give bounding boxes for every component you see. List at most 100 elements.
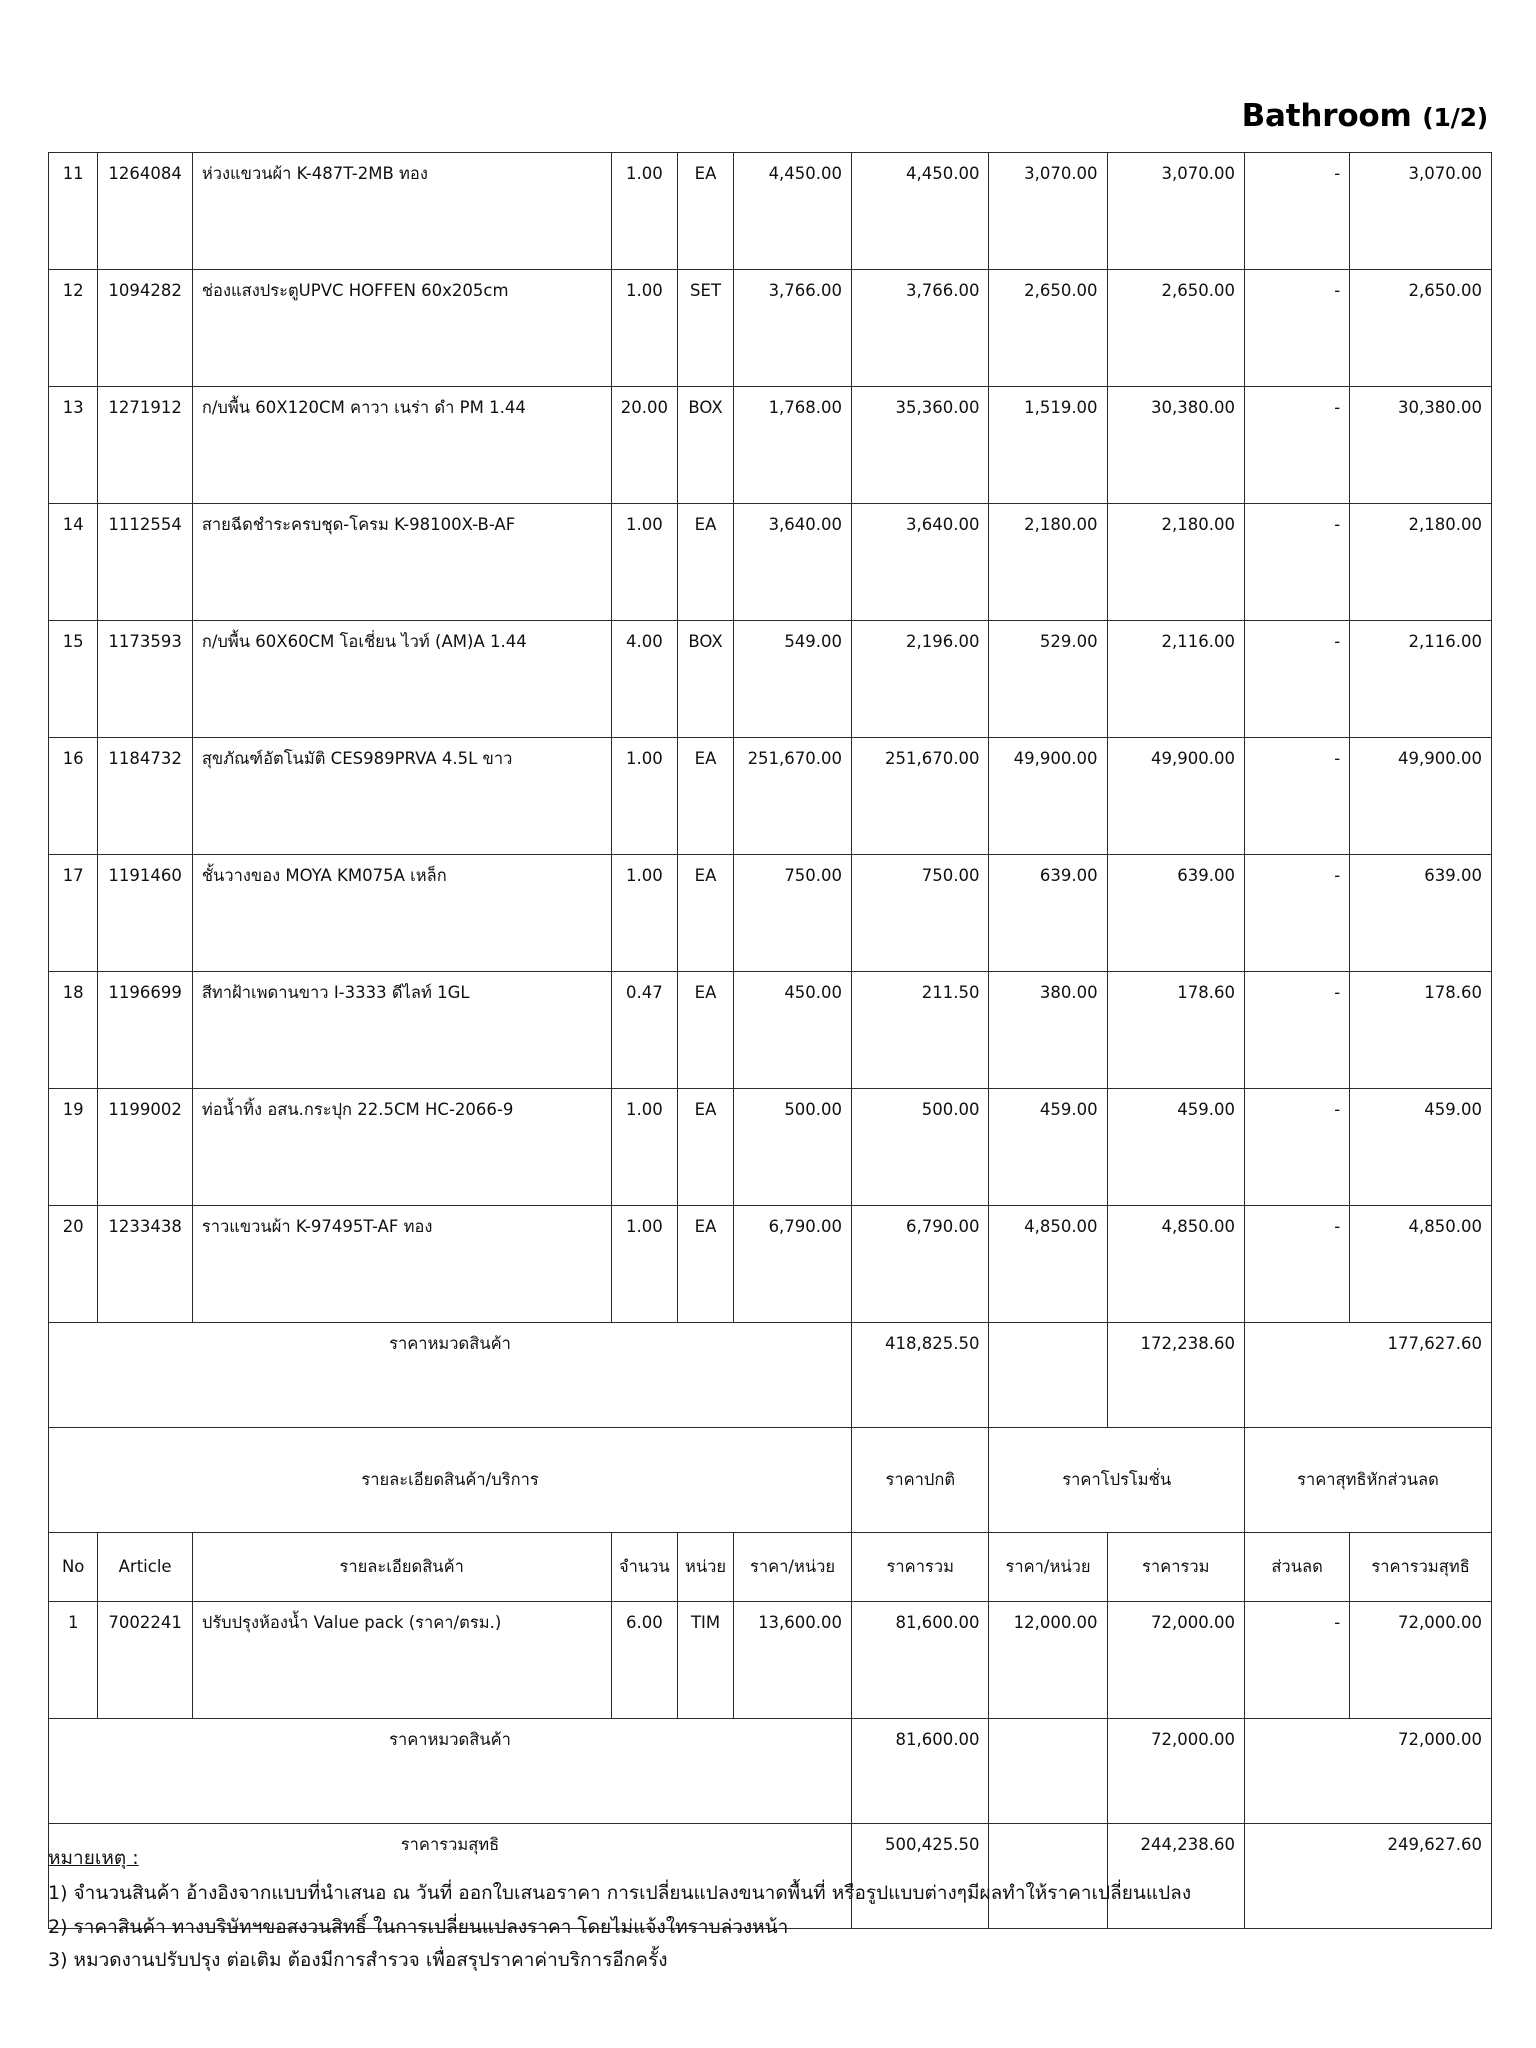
cell-discount: - xyxy=(1243,269,1351,387)
table-row: 1 7002241 ปรับปรุงห้องน้ำ Value pack (รา… xyxy=(47,1601,1492,1719)
goods-subtotal-promo-amount: 172,238.60 xyxy=(1106,1322,1245,1428)
cell-no: 12 xyxy=(47,269,99,387)
section-header-row: รายละเอียดสินค้า/บริการ ราคาปกติ ราคาโปร… xyxy=(47,1427,1493,1533)
cell-unit-price: 1,768.00 xyxy=(732,386,853,504)
cell-unit-price: 549.00 xyxy=(732,620,853,738)
cell-unit: EA xyxy=(677,1088,734,1206)
table-row: 18 1196699 สีทาฝ้าเพดานขาว I-3333 ดีไลท์… xyxy=(47,971,1492,1089)
cell-no: 14 xyxy=(47,503,99,621)
cell-promo-unit-price: 4,850.00 xyxy=(988,1205,1108,1323)
cell-unit: SET xyxy=(677,269,734,387)
cell-discount: - xyxy=(1243,1205,1351,1323)
cell-qty: 1.00 xyxy=(610,269,679,387)
cell-description: ช่องแสงประตูUPVC HOFFEN 60x205cm xyxy=(191,269,612,387)
cell-article: 1233438 xyxy=(97,1205,193,1323)
cell-article: 1271912 xyxy=(97,386,193,504)
cell-amount: 3,640.00 xyxy=(851,503,990,621)
cell-unit: EA xyxy=(677,854,734,972)
cell-net-total: 72,000.00 xyxy=(1349,1601,1492,1719)
cell-promo-amount: 459.00 xyxy=(1106,1088,1245,1206)
cell-description: สุขภัณฑ์อัตโนมัติ CES989PRVA 4.5L ขาว xyxy=(191,737,612,855)
cell-promo-unit-price: 49,900.00 xyxy=(988,737,1108,855)
service-subtotal-row: ราคาหมวดสินค้า 81,600.00 72,000.00 72,00… xyxy=(47,1718,1493,1824)
cell-net-total: 639.00 xyxy=(1349,854,1492,972)
cell-unit: EA xyxy=(677,971,734,1089)
cell-net-total: 4,850.00 xyxy=(1349,1205,1492,1323)
cell-promo-amount: 72,000.00 xyxy=(1106,1601,1245,1719)
colhead-promo-unit-price: ราคา/หน่วย xyxy=(988,1532,1108,1602)
cell-article: 7002241 xyxy=(97,1601,193,1719)
cell-qty: 1.00 xyxy=(610,1088,679,1206)
cell-unit-price: 450.00 xyxy=(732,971,853,1089)
cell-amount: 35,360.00 xyxy=(851,386,990,504)
cell-promo-unit-price: 639.00 xyxy=(988,854,1108,972)
goods-subtotal-label: ราคาหมวดสินค้า xyxy=(47,1322,853,1428)
cell-promo-amount: 2,180.00 xyxy=(1106,503,1245,621)
cell-article: 1264084 xyxy=(97,152,193,270)
cell-qty: 6.00 xyxy=(610,1601,679,1719)
colhead-description: รายละเอียดสินค้า xyxy=(191,1532,612,1602)
cell-no: 1 xyxy=(47,1601,99,1719)
section-detail-label: รายละเอียดสินค้า/บริการ xyxy=(47,1427,853,1533)
note-line-2: 2) ราคาสินค้า ทางบริษัทฯขอสงวนสิทธิ์ ในก… xyxy=(48,1915,789,1938)
cell-description: ราวแขวนผ้า K-97495T-AF ทอง xyxy=(191,1205,612,1323)
cell-qty: 20.00 xyxy=(610,386,679,504)
cell-amount: 211.50 xyxy=(851,971,990,1089)
cell-discount: - xyxy=(1243,620,1351,738)
goods-subtotal-amount: 418,825.50 xyxy=(851,1322,990,1428)
section-net-price-label: ราคาสุทธิหักส่วนลด xyxy=(1243,1427,1493,1533)
cell-unit-price: 6,790.00 xyxy=(732,1205,853,1323)
cell-amount: 500.00 xyxy=(851,1088,990,1206)
cell-amount: 2,196.00 xyxy=(851,620,990,738)
cell-article: 1199002 xyxy=(97,1088,193,1206)
grand-total-amount: 500,425.50 xyxy=(851,1823,990,1929)
cell-qty: 1.00 xyxy=(610,1205,679,1323)
cell-discount: - xyxy=(1243,152,1351,270)
cell-qty: 1.00 xyxy=(610,503,679,621)
cell-promo-unit-price: 3,070.00 xyxy=(988,152,1108,270)
notes-title: หมายเหตุ : xyxy=(48,1847,139,1869)
cell-unit: EA xyxy=(677,503,734,621)
cell-net-total: 49,900.00 xyxy=(1349,737,1492,855)
section-promo-price-label: ราคาโปรโมชั่น xyxy=(988,1427,1245,1533)
section-normal-price-label: ราคาปกติ xyxy=(851,1427,990,1533)
cell-unit: EA xyxy=(677,1205,734,1323)
cell-no: 17 xyxy=(47,854,99,972)
cell-article: 1191460 xyxy=(97,854,193,972)
cell-description: ปรับปรุงห้องน้ำ Value pack (ราคา/ตรม.) xyxy=(191,1601,612,1719)
cell-amount: 4,450.00 xyxy=(851,152,990,270)
cell-description: ก/บพื้น 60X120CM คาวา เนร่า ดำ PM 1.44 xyxy=(191,386,612,504)
cell-discount: - xyxy=(1243,971,1351,1089)
cell-qty: 1.00 xyxy=(610,152,679,270)
cell-promo-unit-price: 459.00 xyxy=(988,1088,1108,1206)
colhead-no: No xyxy=(47,1532,99,1602)
cell-qty: 0.47 xyxy=(610,971,679,1089)
colhead-net-total: ราคารวมสุทธิ xyxy=(1349,1532,1492,1602)
cell-unit: EA xyxy=(677,152,734,270)
cell-promo-unit-price: 1,519.00 xyxy=(988,386,1108,504)
cell-unit: EA xyxy=(677,737,734,855)
cell-no: 13 xyxy=(47,386,99,504)
quotation-table: 11 1264084 ห่วงแขวนผ้า K-487T-2MB ทอง 1.… xyxy=(47,152,1493,1929)
cell-article: 1112554 xyxy=(97,503,193,621)
cell-qty: 1.00 xyxy=(610,854,679,972)
cell-discount: - xyxy=(1243,854,1351,972)
service-subtotal-spacer-1 xyxy=(988,1718,1108,1824)
cell-description: สีทาฝ้าเพดานขาว I-3333 ดีไลท์ 1GL xyxy=(191,971,612,1089)
grand-total-row: ราคารวมสุทธิ 500,425.50 244,238.60 249,6… xyxy=(47,1823,1493,1929)
cell-qty: 4.00 xyxy=(610,620,679,738)
table-row: 11 1264084 ห่วงแขวนผ้า K-487T-2MB ทอง 1.… xyxy=(47,152,1492,270)
note-line-1: 1) จำนวนสินค้า อ้างอิงจากแบบที่นำเสนอ ณ … xyxy=(48,1882,1192,1905)
grand-total-promo-amount: 244,238.60 xyxy=(1106,1823,1245,1929)
cell-promo-amount: 639.00 xyxy=(1106,854,1245,972)
cell-promo-unit-price: 529.00 xyxy=(988,620,1108,738)
cell-article: 1094282 xyxy=(97,269,193,387)
cell-amount: 81,600.00 xyxy=(851,1601,990,1719)
cell-unit-price: 4,450.00 xyxy=(732,152,853,270)
cell-net-total: 459.00 xyxy=(1349,1088,1492,1206)
goods-subtotal-row: ราคาหมวดสินค้า 418,825.50 172,238.60 177… xyxy=(47,1322,1493,1428)
service-subtotal-promo-amount: 72,000.00 xyxy=(1106,1718,1245,1824)
cell-no: 11 xyxy=(47,152,99,270)
cell-promo-amount: 49,900.00 xyxy=(1106,737,1245,855)
goods-subtotal-spacer-1 xyxy=(988,1322,1108,1428)
